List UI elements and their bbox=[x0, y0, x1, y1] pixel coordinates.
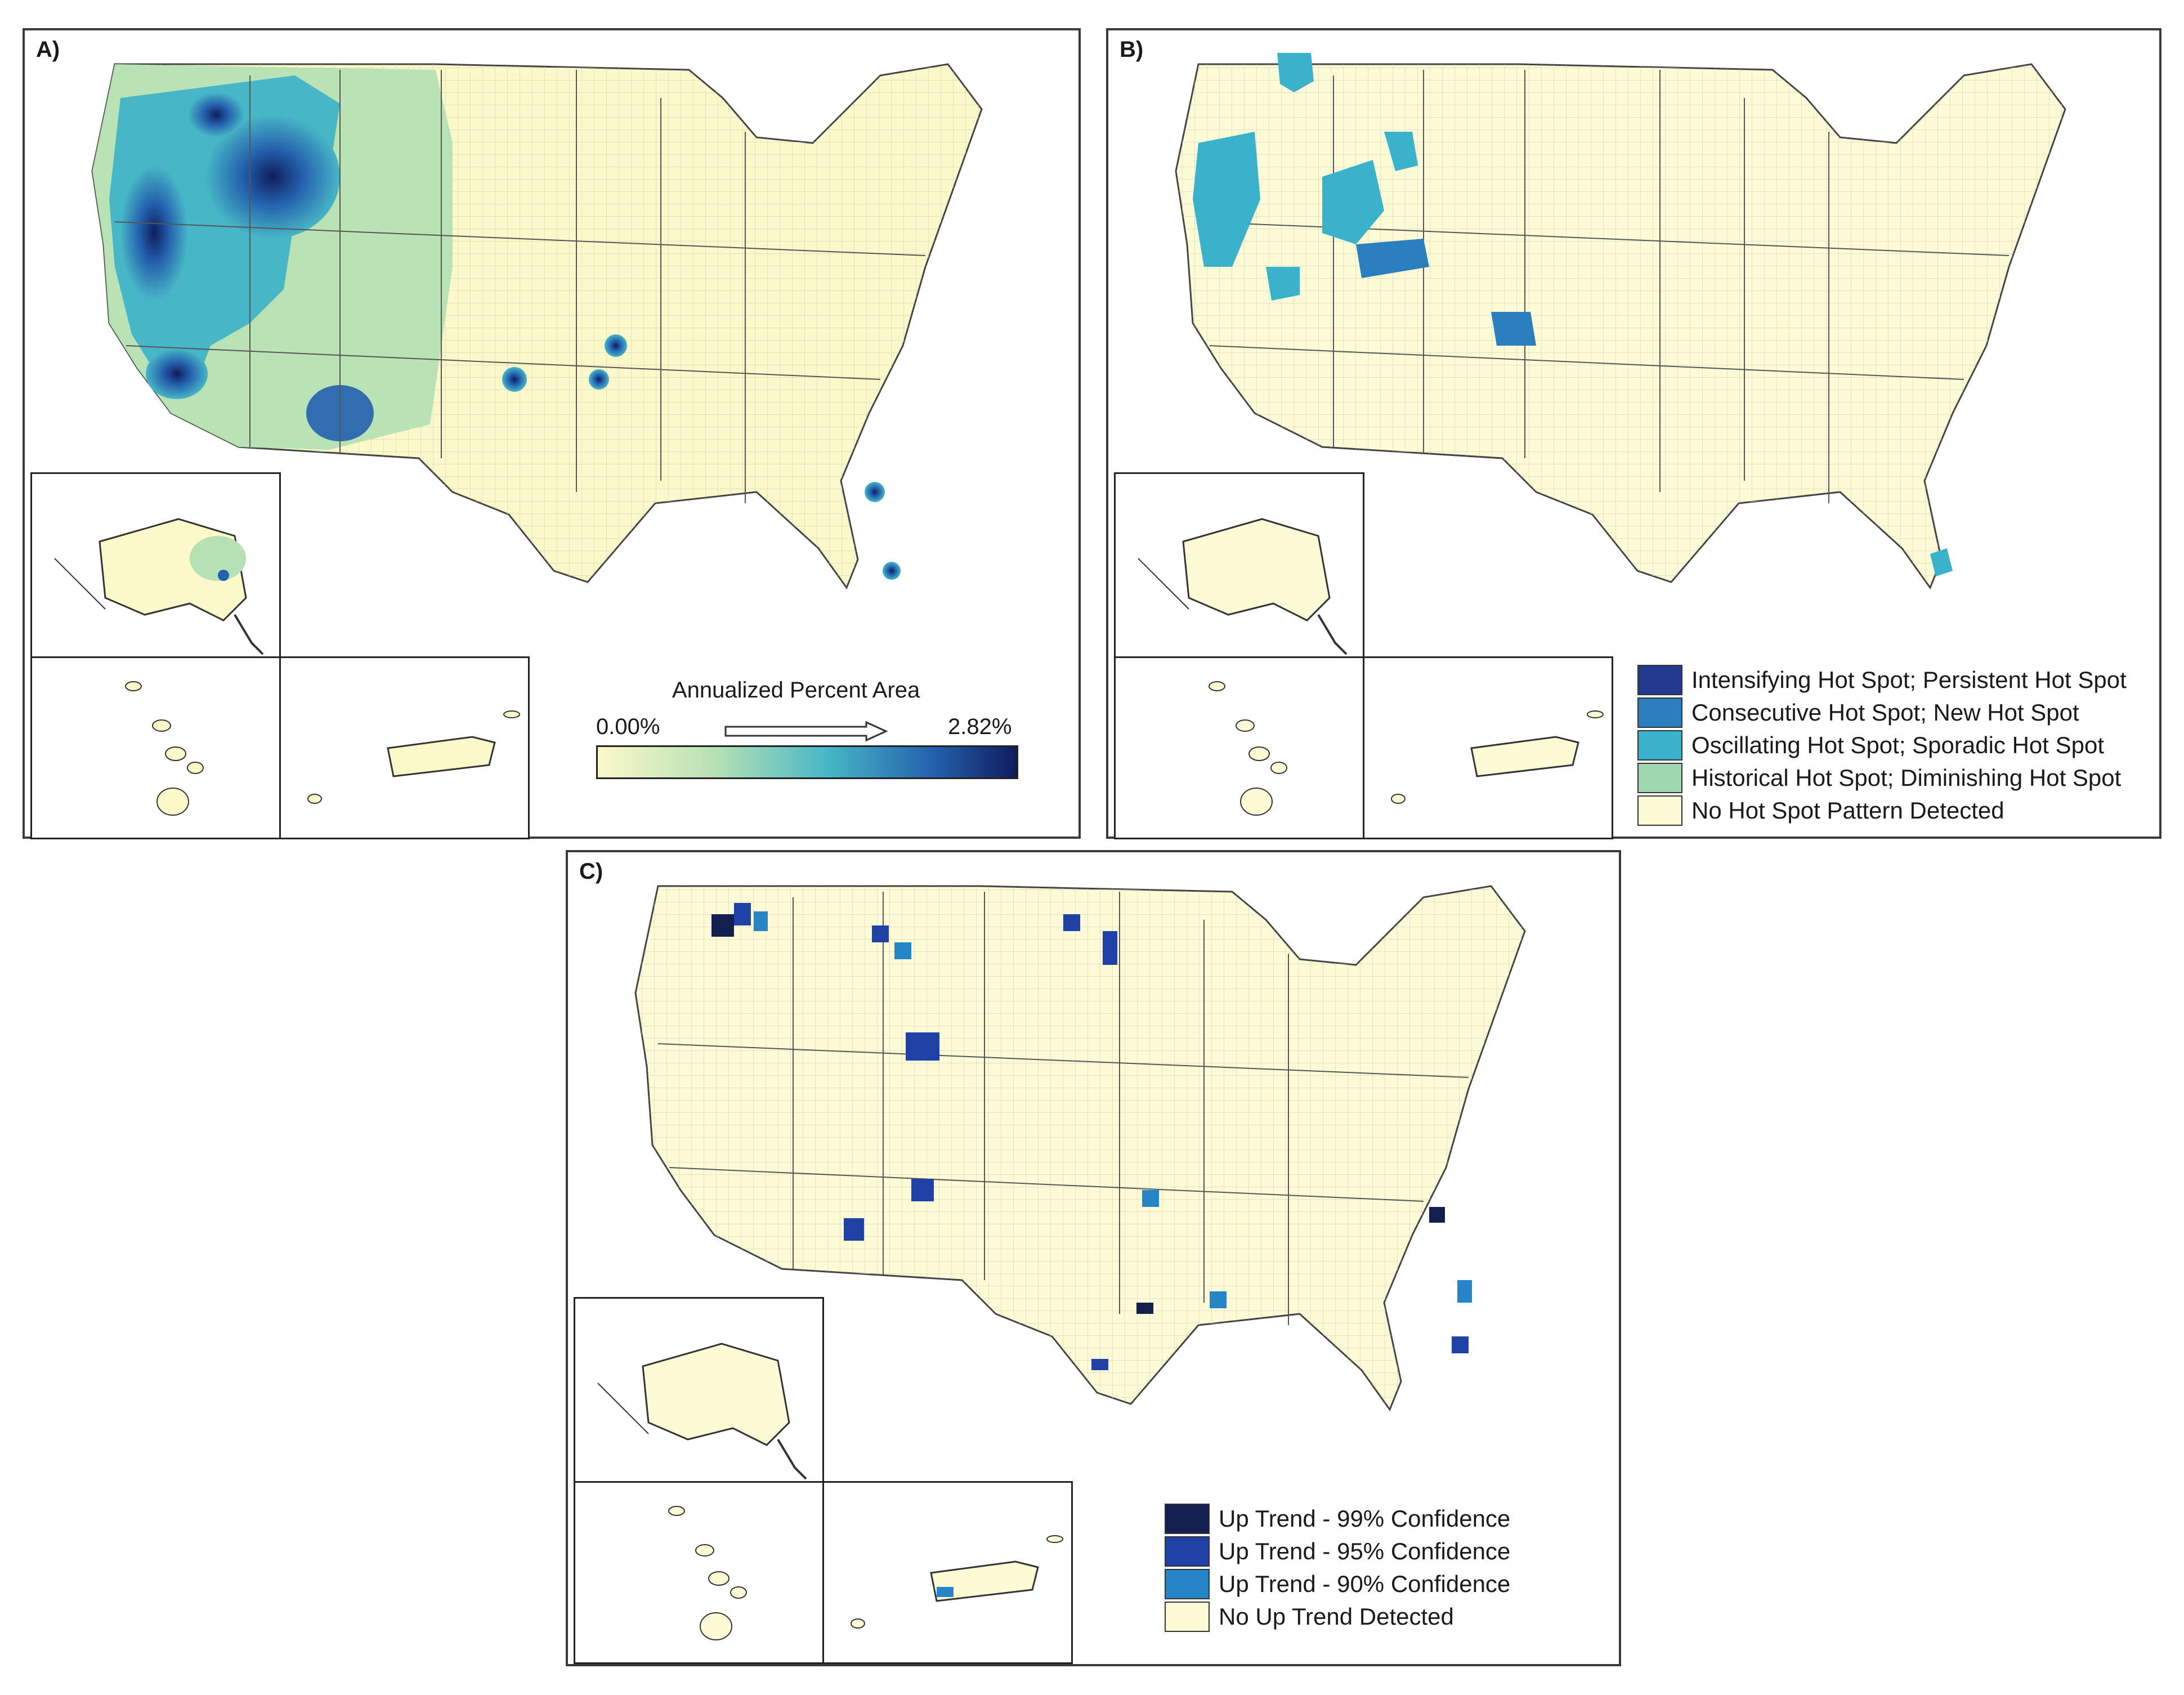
trend-90-arizona bbox=[844, 1218, 864, 1241]
trend-95-new-mexico bbox=[911, 1179, 934, 1201]
legend-b-label: Consecutive Hot Spot; New Hot Spot bbox=[1691, 699, 2079, 726]
legend-b-row: Historical Hot Spot; Diminishing Hot Spo… bbox=[1637, 762, 2127, 794]
legend-c-swatch bbox=[1165, 1504, 1210, 1534]
panel-c-map bbox=[634, 885, 1526, 1412]
trend-99-washington bbox=[711, 914, 734, 937]
trend-95-texas-south bbox=[1091, 1359, 1108, 1370]
legend-c-row: No Up Trend Detected bbox=[1165, 1600, 1510, 1633]
hot-cluster-california-south bbox=[146, 348, 208, 399]
colorbar-min-label: 0.00% bbox=[596, 714, 660, 739]
inset-puerto-rico-a bbox=[279, 656, 530, 839]
legend-b-swatch bbox=[1637, 697, 1682, 728]
inset-alaska-a bbox=[30, 472, 281, 658]
colorbar-arrow bbox=[724, 721, 888, 742]
trend-90-montana bbox=[894, 942, 911, 959]
hotspot-consecutive-colorado bbox=[1491, 312, 1536, 346]
hotspot-oscillating-montana bbox=[1384, 132, 1418, 171]
legend-b: Intensifying Hot Spot; Persistent Hot Sp… bbox=[1637, 664, 2127, 827]
legend-c: Up Trend - 99% Confidence Up Trend - 95%… bbox=[1165, 1502, 1510, 1633]
hot-cluster-washington bbox=[188, 92, 244, 137]
trend-99-texas-coast bbox=[1136, 1303, 1153, 1314]
legend-b-row: Consecutive Hot Spot; New Hot Spot bbox=[1637, 696, 2127, 729]
hotspot-oscillating-oregon bbox=[1193, 132, 1260, 267]
legend-c-swatch bbox=[1165, 1569, 1210, 1599]
panel-c-label: C) bbox=[579, 859, 603, 884]
legend-c-row: Up Trend - 99% Confidence bbox=[1165, 1502, 1510, 1535]
state-lines-c bbox=[657, 892, 1469, 1325]
colorbar-title: Annualized Percent Area bbox=[672, 678, 920, 703]
legend-c-row: Up Trend - 95% Confidence bbox=[1165, 1535, 1510, 1568]
panel-b-label: B) bbox=[1120, 37, 1144, 62]
hotspot-oscillating-washington bbox=[1277, 53, 1314, 92]
trend-90-washington bbox=[754, 911, 768, 931]
hotspot-oscillating-nevada bbox=[1266, 267, 1300, 301]
legend-b-label: Historical Hot Spot; Diminishing Hot Spo… bbox=[1691, 764, 2122, 791]
legend-c-label: Up Trend - 90% Confidence bbox=[1219, 1571, 1511, 1597]
legend-b-swatch bbox=[1637, 665, 1682, 695]
inset-puerto-rico-c bbox=[822, 1481, 1073, 1664]
legend-b-row: No Hot Spot Pattern Detected bbox=[1637, 794, 2127, 827]
trend-99-south-carolina bbox=[1429, 1207, 1445, 1223]
panel-a-label: A) bbox=[36, 37, 60, 62]
legend-c-label: Up Trend - 99% Confidence bbox=[1219, 1505, 1511, 1532]
legend-c-swatch bbox=[1165, 1602, 1210, 1632]
hot-cluster-northwest bbox=[205, 115, 340, 239]
legend-c-label: No Up Trend Detected bbox=[1219, 1603, 1454, 1630]
inset-hawaii-b bbox=[1114, 656, 1364, 839]
legend-b-row: Oscillating Hot Spot; Sporadic Hot Spot bbox=[1637, 729, 2127, 762]
panel-b: B) bbox=[1106, 28, 2161, 839]
colorbar-max-label: 2.82% bbox=[948, 714, 1012, 739]
legend-b-row: Intensifying Hot Spot; Persistent Hot Sp… bbox=[1637, 664, 2127, 696]
hot-cluster-california-north bbox=[120, 166, 188, 301]
trend-90-florida-east bbox=[1457, 1280, 1472, 1303]
legend-b-swatch bbox=[1637, 763, 1682, 793]
panel-c: C) bbox=[566, 850, 1621, 1666]
trend-95-minnesota bbox=[1103, 931, 1117, 965]
state-lines-a bbox=[114, 70, 926, 503]
trend-90-wyoming bbox=[906, 1032, 939, 1061]
trend-95-florida bbox=[1452, 1336, 1469, 1353]
legend-b-swatch bbox=[1637, 730, 1682, 761]
legend-c-swatch bbox=[1165, 1536, 1210, 1567]
hotspot-oscillating-florida bbox=[1930, 548, 1953, 576]
trend-95-north-dakota bbox=[1063, 914, 1080, 931]
hot-spot-florida bbox=[865, 482, 885, 502]
trend-90-oklahoma bbox=[1142, 1190, 1159, 1207]
inset-puerto-rico-b bbox=[1363, 656, 1613, 839]
inset-hawaii-c bbox=[574, 1481, 824, 1664]
legend-b-swatch bbox=[1637, 795, 1682, 826]
legend-b-label: No Hot Spot Pattern Detected bbox=[1691, 797, 2004, 824]
legend-b-label: Oscillating Hot Spot; Sporadic Hot Spot bbox=[1691, 732, 2105, 758]
hot-spot-kansas bbox=[605, 334, 627, 357]
hotspot-oscillating-idaho bbox=[1322, 160, 1384, 244]
inset-hawaii-a bbox=[30, 656, 281, 839]
legend-c-row: Up Trend - 90% Confidence bbox=[1165, 1568, 1510, 1600]
panel-a-map bbox=[91, 63, 983, 590]
inset-alaska-c bbox=[574, 1297, 824, 1483]
trend-90-louisiana bbox=[1210, 1291, 1227, 1308]
hotspot-consecutive-wyoming bbox=[1356, 239, 1429, 278]
hot-spot-oklahoma bbox=[589, 369, 609, 390]
trend-95-montana bbox=[872, 925, 889, 942]
panel-a: A) bbox=[23, 28, 1081, 839]
legend-b-label: Intensifying Hot Spot; Persistent Hot Sp… bbox=[1691, 667, 2127, 693]
hot-spot-florida-south bbox=[883, 562, 901, 580]
panel-b-map bbox=[1175, 53, 2066, 590]
trend-95-washington bbox=[734, 903, 751, 925]
hot-spot-colorado bbox=[502, 367, 527, 392]
colorbar-gradient bbox=[596, 745, 1018, 779]
legend-c-label: Up Trend - 95% Confidence bbox=[1219, 1538, 1511, 1564]
inset-alaska-b bbox=[1114, 472, 1364, 658]
